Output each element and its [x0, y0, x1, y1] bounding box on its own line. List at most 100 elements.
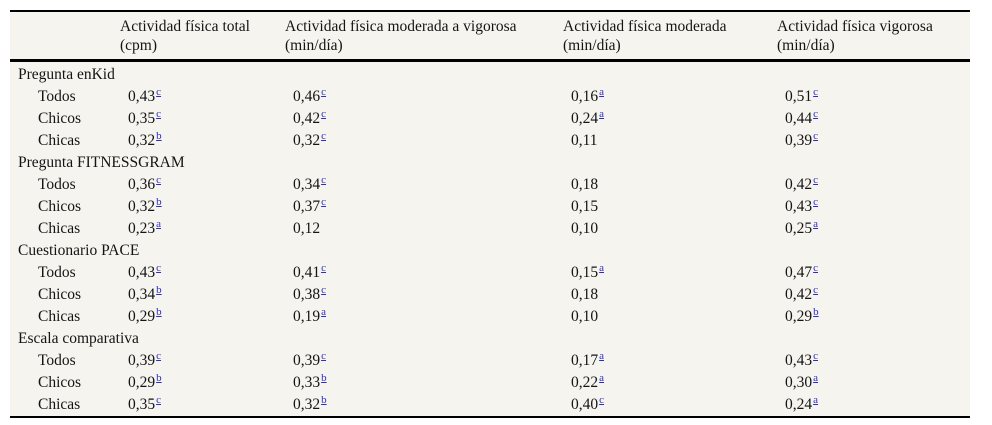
significance-footnote-link[interactable]: c: [321, 86, 327, 98]
significance-footnote-link[interactable]: a: [813, 218, 819, 230]
value-cell: 0,19a: [283, 306, 561, 328]
correlation-value: 0,19: [293, 308, 321, 325]
significance-footnote-link[interactable]: c: [813, 108, 819, 120]
group-label: Escala comparativa: [18, 330, 139, 347]
significance-footnote-link[interactable]: c: [599, 394, 605, 406]
significance-footnote-link[interactable]: b: [321, 394, 327, 406]
correlation-value: 0,12: [293, 220, 321, 237]
correlation-value: 0,39: [128, 352, 156, 369]
header-col-vigorosa-unit: (min/día): [777, 37, 835, 54]
significance-footnote-link[interactable]: a: [599, 350, 605, 362]
correlation-value: 0,39: [785, 132, 813, 149]
row-label: Todos: [38, 176, 76, 193]
correlation-value: 0,43: [128, 88, 156, 105]
correlation-value: 0,29: [128, 308, 156, 325]
header-col-moderada-vigorosa-title: Actividad física moderada a vigorosa: [285, 18, 517, 35]
significance-footnote-link[interactable]: c: [156, 394, 162, 406]
correlation-value: 0,47: [785, 264, 813, 281]
significance-footnote-link[interactable]: c: [156, 350, 162, 362]
correlation-value: 0,32: [293, 132, 321, 149]
value-cell: 0,23a: [118, 218, 283, 240]
group-label: Pregunta FITNESSGRAM: [18, 154, 185, 171]
significance-footnote-link[interactable]: c: [321, 262, 327, 274]
value-cell: 0,29b: [118, 306, 283, 328]
value-cell: 0,32b: [283, 394, 561, 416]
value-cell: 0,39c: [283, 350, 561, 372]
value-cell: 0,24a: [775, 394, 970, 416]
row-label: Chicas: [38, 132, 81, 149]
significance-footnote-link[interactable]: c: [321, 196, 327, 208]
significance-footnote-link[interactable]: c: [156, 108, 162, 120]
significance-footnote-link[interactable]: b: [156, 372, 162, 384]
significance-footnote-link[interactable]: c: [321, 350, 327, 362]
correlation-value: 0,29: [785, 308, 813, 325]
value-cell: 0,18: [561, 284, 775, 306]
value-cell: 0,42c: [283, 108, 561, 130]
significance-footnote-link[interactable]: a: [599, 86, 605, 98]
correlation-value: 0,10: [571, 308, 599, 325]
significance-footnote-link[interactable]: c: [321, 284, 327, 296]
significance-footnote-link[interactable]: c: [813, 174, 819, 186]
significance-footnote-link[interactable]: c: [813, 262, 819, 274]
significance-footnote-link[interactable]: c: [813, 284, 819, 296]
value-cell: 0,43c: [775, 196, 970, 218]
value-cell: 0,46c: [283, 86, 561, 108]
correlation-value: 0,36: [128, 176, 156, 193]
row-label: Chicas: [38, 396, 81, 413]
significance-footnote-link[interactable]: c: [321, 174, 327, 186]
significance-footnote-link[interactable]: b: [156, 130, 162, 142]
table-header: Actividad física total (cpm) Actividad f…: [10, 12, 970, 62]
significance-footnote-link[interactable]: c: [813, 196, 819, 208]
row-label: Todos: [38, 352, 76, 369]
value-cell: 0,32b: [118, 196, 283, 218]
significance-footnote-link[interactable]: c: [321, 130, 327, 142]
correlation-value: 0,34: [293, 176, 321, 193]
table-body: Pregunta enKid Todos 0,43c 0,46c 0,16a 0,51c C…: [10, 61, 970, 417]
significance-footnote-link[interactable]: b: [321, 372, 327, 384]
significance-footnote-link[interactable]: c: [156, 262, 162, 274]
value-cell: 0,34c: [283, 174, 561, 196]
correlation-value: 0,41: [293, 264, 321, 281]
significance-footnote-link[interactable]: a: [321, 306, 327, 318]
correlation-value: 0,43: [128, 264, 156, 281]
significance-footnote-link[interactable]: a: [599, 372, 605, 384]
significance-footnote-link[interactable]: a: [599, 108, 605, 120]
value-cell: 0,35c: [118, 108, 283, 130]
significance-footnote-link[interactable]: c: [321, 108, 327, 120]
correlation-value: 0,24: [785, 396, 813, 413]
correlation-value: 0,39: [293, 352, 321, 369]
row-label: Todos: [38, 88, 76, 105]
header-row: Actividad física total (cpm) Actividad f…: [10, 12, 970, 62]
significance-footnote-link[interactable]: c: [813, 130, 819, 142]
row-label: Chicas: [38, 220, 81, 237]
value-cell: 0,34b: [118, 284, 283, 306]
correlation-value: 0,22: [571, 374, 599, 391]
header-col-vigorosa-title: Actividad física vigorosa: [777, 18, 933, 35]
significance-footnote-link[interactable]: c: [813, 350, 819, 362]
correlation-value: 0,42: [785, 176, 813, 193]
value-cell: 0,22a: [561, 372, 775, 394]
correlation-value: 0,30: [785, 374, 813, 391]
value-cell: 0,29b: [775, 306, 970, 328]
value-cell: 0,29b: [118, 372, 283, 394]
significance-footnote-link[interactable]: c: [813, 86, 819, 98]
significance-footnote-link[interactable]: c: [156, 86, 162, 98]
significance-footnote-link[interactable]: b: [156, 284, 162, 296]
value-cell: 0,10: [561, 218, 775, 240]
significance-footnote-link[interactable]: b: [156, 196, 162, 208]
significance-footnote-link[interactable]: a: [599, 262, 605, 274]
correlation-value: 0,11: [571, 132, 598, 149]
significance-footnote-link[interactable]: b: [156, 306, 162, 318]
significance-footnote-link[interactable]: b: [813, 306, 819, 318]
table-row: Chicas 0,29b 0,19a 0,10 0,29b: [10, 306, 970, 328]
significance-footnote-link[interactable]: a: [813, 372, 819, 384]
significance-footnote-link[interactable]: c: [156, 174, 162, 186]
value-cell: 0,39c: [118, 350, 283, 372]
significance-footnote-link[interactable]: a: [813, 394, 819, 406]
value-cell: 0,17a: [561, 350, 775, 372]
significance-footnote-link[interactable]: a: [156, 218, 162, 230]
correlation-value: 0,33: [293, 374, 321, 391]
correlation-value: 0,17: [571, 352, 599, 369]
table-row: Todos 0,43c 0,46c 0,16a 0,51c: [10, 86, 970, 108]
